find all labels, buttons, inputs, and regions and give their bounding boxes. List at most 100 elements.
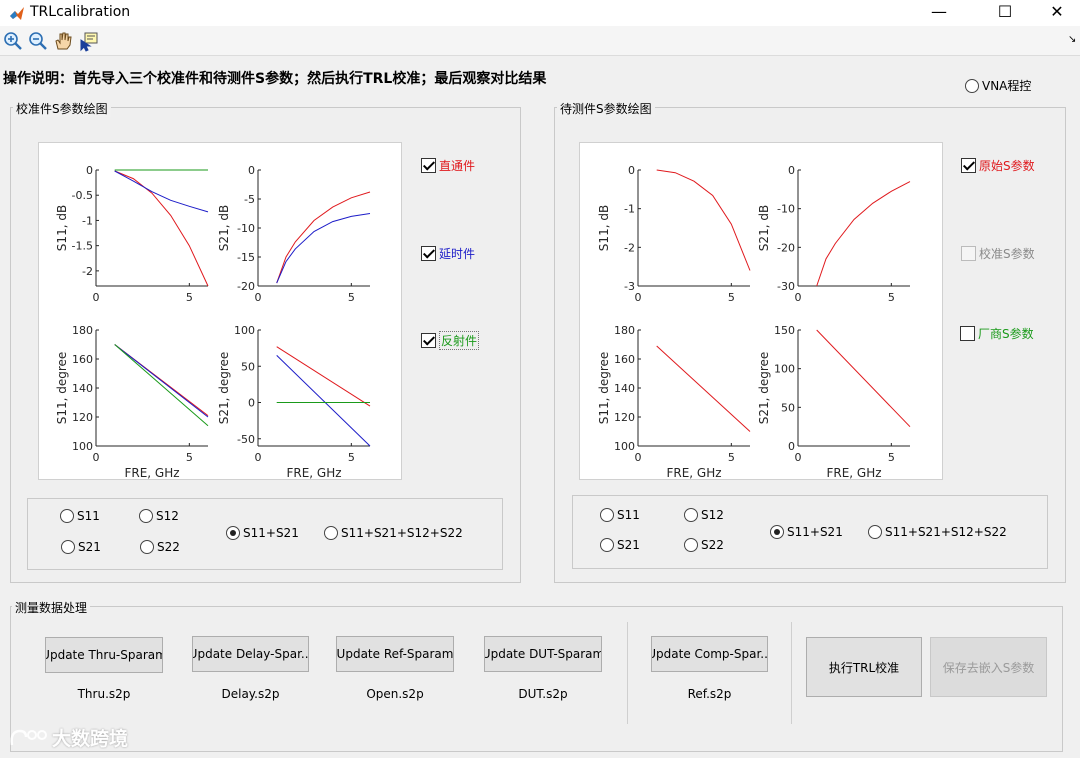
minimize-button[interactable]: — [931, 2, 947, 21]
thru-checkbox[interactable]: 直通件 [421, 157, 475, 174]
close-button[interactable]: ✕ [1050, 2, 1064, 21]
y-tick-label: 140 [72, 382, 93, 395]
y-tick-label: 0 [788, 440, 795, 453]
cal-radio-s21-label: S21 [78, 540, 101, 554]
x-tick-label: 5 [186, 291, 193, 304]
update-thru-button[interactable]: Update Thru-Sparam [45, 637, 163, 673]
dut-radio-all[interactable]: S11+S21+S12+S22 [868, 525, 1007, 539]
y-tick-label: 150 [774, 324, 795, 337]
dut-radio-s11-dot[interactable] [600, 508, 614, 522]
dut-radio-s11-s21-dot[interactable] [770, 525, 784, 539]
y-tick-label: -2 [624, 241, 635, 254]
y-tick-label: 120 [614, 411, 635, 424]
delay-checkbox[interactable]: 延时件 [421, 245, 475, 262]
dut-radio-s21-dot[interactable] [600, 538, 614, 552]
raw-sparam-checkbox[interactable]: 原始S参数 [961, 157, 1035, 174]
thru-checkbox-box[interactable] [421, 158, 436, 173]
dut-radio-s22[interactable]: S22 [684, 538, 724, 552]
y-tick-label: -3 [624, 280, 635, 293]
vendor-sparam-label: 厂商S参数 [978, 327, 1034, 341]
cal-radio-s22[interactable]: S22 [140, 540, 180, 554]
separator [791, 622, 792, 724]
y-tick-label: -0.5 [72, 189, 93, 202]
dut-s21-deg-chart: 0 50 100 150 0 5 S21, degree FRE, GHz [757, 324, 911, 480]
y-tick-label: -1 [82, 214, 93, 227]
zoom-out-icon[interactable] [27, 30, 49, 52]
vna-radio-dot[interactable] [965, 78, 979, 93]
y-axis-label: S11, degree [597, 352, 611, 425]
instructions-text: 操作说明：首先导入三个校准件和待测件S参数；然后执行TRL校准；最后观察对比结果 [3, 71, 547, 87]
update-delay-button[interactable]: Update Delay-Spar... [192, 636, 309, 672]
cal-radio-s11[interactable]: S11 [60, 509, 100, 523]
dut-panel-title: 待测件S参数绘图 [557, 100, 655, 117]
save-deembed-button[interactable]: 保存去嵌入S参数 [930, 637, 1047, 697]
update-dut-button[interactable]: Update DUT-Sparam [484, 636, 602, 672]
cal-radio-s21[interactable]: S21 [61, 540, 101, 554]
separator [627, 622, 628, 724]
cal-radio-all-dot[interactable] [324, 526, 338, 540]
vna-control-radio[interactable]: VNA程控 [965, 77, 1031, 94]
pan-hand-icon[interactable] [52, 30, 74, 52]
cal-radio-s22-dot[interactable] [140, 540, 154, 554]
cal-radio-s21-dot[interactable] [61, 540, 75, 554]
series-line-1 [276, 213, 371, 284]
update-comp-button[interactable]: Update Comp-Spar... [651, 636, 768, 672]
cal-radio-all[interactable]: S11+S21+S12+S22 [324, 526, 463, 540]
cal-radio-s12[interactable]: S12 [139, 509, 179, 523]
dut-radio-s11-s21[interactable]: S11+S21 [770, 525, 843, 539]
raw-sparam-checkbox-box[interactable] [961, 158, 976, 173]
series-line-0 [816, 181, 911, 287]
y-axis-label: S11, dB [597, 205, 611, 251]
y-tick-label: 0 [628, 164, 635, 177]
dut-radio-s11[interactable]: S11 [600, 508, 640, 522]
dut-radio-s21[interactable]: S21 [600, 538, 640, 552]
y-tick-label: 0 [248, 164, 255, 177]
dut-radio-s12-dot[interactable] [684, 508, 698, 522]
x-tick-label: 0 [635, 291, 642, 304]
update-ref-button[interactable]: Update Ref-Sparam [336, 636, 454, 672]
zoom-in-icon[interactable] [2, 30, 24, 52]
comp-file-label: Ref.s2p [687, 687, 732, 701]
cal-radio-s12-dot[interactable] [139, 509, 153, 523]
watermark-logo-icon [10, 729, 47, 745]
cal-radio-s11-dot[interactable] [60, 509, 74, 523]
x-tick-label: 5 [348, 451, 355, 464]
series-line-1 [114, 344, 209, 418]
vendor-sparam-checkbox-box[interactable] [960, 326, 975, 341]
y-axis-label: S11, degree [55, 352, 69, 425]
cal-radio-s11-s21[interactable]: S11+S21 [226, 526, 299, 540]
data-cursor-icon[interactable] [78, 30, 100, 52]
x-tick-label: 0 [93, 291, 100, 304]
y-axis-label: S21, dB [217, 205, 231, 251]
maximize-button[interactable]: ☐ [997, 2, 1013, 21]
vendor-sparam-checkbox[interactable]: 厂商S参数 [960, 325, 1034, 342]
run-trl-button[interactable]: 执行TRL校准 [806, 637, 922, 697]
x-tick-label: 0 [795, 291, 802, 304]
reflect-checkbox[interactable]: 反射件 [421, 331, 480, 350]
cal-radio-s11-s21-dot[interactable] [226, 526, 240, 540]
calibrated-sparam-checkbox[interactable]: 校准S参数 [961, 245, 1035, 262]
dut-radio-s22-dot[interactable] [684, 538, 698, 552]
dut-radio-s22-label: S22 [701, 538, 724, 552]
dut-s11-deg-chart: 100 120 140 160 180 0 5 S11, degree FRE, GHz [597, 324, 751, 480]
y-tick-label: 100 [72, 440, 93, 453]
dut-radio-s12[interactable]: S12 [684, 508, 724, 522]
y-tick-label: 120 [72, 411, 93, 424]
x-tick-label: 5 [186, 451, 193, 464]
matlab-logo-icon [10, 7, 24, 20]
y-tick-label: -20 [237, 280, 255, 293]
toolbar-overflow-icon[interactable]: ↘ [1068, 34, 1077, 45]
y-axis-label: S11, dB [55, 205, 69, 251]
cal-radio-all-label: S11+S21+S12+S22 [341, 526, 463, 540]
reflect-checkbox-box[interactable] [421, 333, 436, 348]
x-axis-label: FRE, GHz [286, 466, 341, 480]
calibrated-sparam-checkbox-box[interactable] [961, 246, 976, 261]
ref-file-label: Open.s2p [366, 687, 424, 701]
dut-radio-all-dot[interactable] [868, 525, 882, 539]
y-tick-label: -10 [237, 222, 255, 235]
toolbar: ↘ [0, 26, 1080, 56]
y-axis-label: S21, dB [757, 205, 771, 251]
delay-checkbox-box[interactable] [421, 246, 436, 261]
series-line-0 [276, 346, 371, 407]
